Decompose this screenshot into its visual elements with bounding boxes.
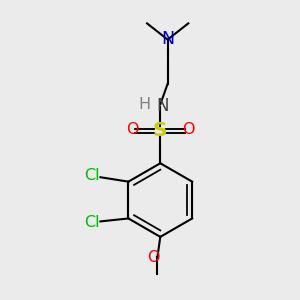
Text: N: N — [161, 30, 174, 48]
Text: S: S — [153, 122, 168, 140]
Text: H: H — [138, 97, 150, 112]
Text: O: O — [182, 122, 194, 137]
Text: O: O — [148, 250, 160, 265]
Text: Cl: Cl — [84, 215, 99, 230]
Text: O: O — [126, 122, 139, 137]
Text: Cl: Cl — [84, 168, 99, 183]
Text: N: N — [156, 97, 169, 115]
